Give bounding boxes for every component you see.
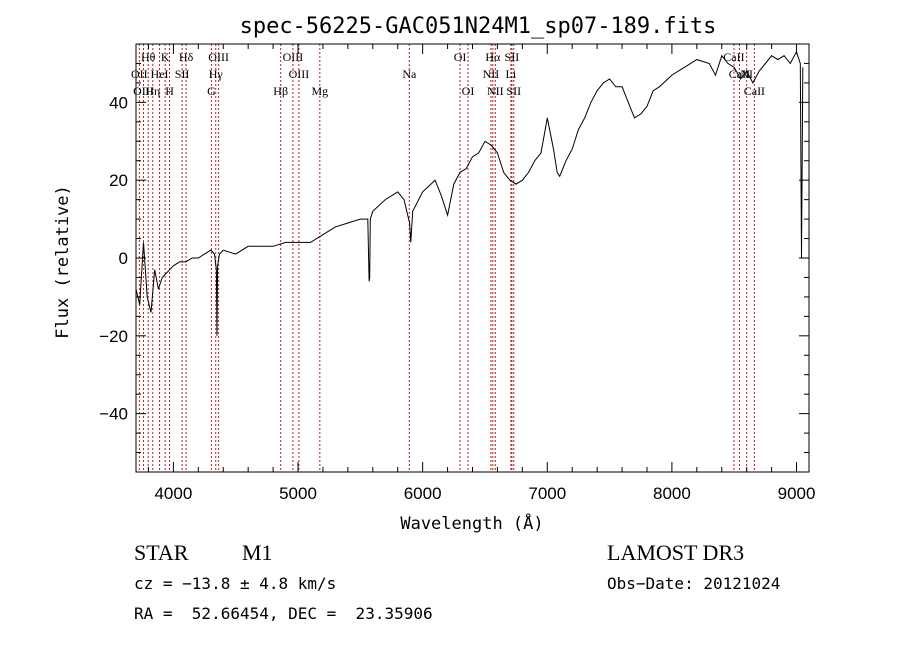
x-tick-label: 9000 — [778, 484, 816, 503]
emission-line-label: Mg — [311, 84, 328, 98]
y-axis-ticks: −40 −20 0 20 40 — [99, 62, 809, 454]
object-type: STAR — [134, 540, 189, 565]
y-tick-label: −40 — [99, 405, 128, 424]
emission-line-label: SII — [506, 84, 521, 98]
x-tick-label: 6000 — [404, 484, 442, 503]
emission-line-label: OIII — [208, 50, 229, 64]
x-tick-label: 5000 — [279, 484, 317, 503]
y-axis-label: Flux (relative) — [53, 185, 73, 339]
emission-line-label: NII — [483, 67, 500, 81]
emission-line-label: Hη — [145, 84, 160, 98]
emission-line-label: OI — [454, 50, 467, 64]
emission-line-label: CaII — [723, 50, 744, 64]
spectrum-series-line — [135, 50, 804, 336]
emission-line-label: NII — [487, 84, 504, 98]
emission-line-label: Hα — [485, 50, 501, 64]
y-tick-label: 40 — [109, 93, 128, 112]
x-tick-label: 4000 — [154, 484, 192, 503]
y-tick-label: 0 — [119, 249, 128, 268]
survey-name: LAMOST DR3 — [607, 540, 745, 565]
emission-line-label: SII — [175, 67, 190, 81]
y-tick-label: 20 — [109, 171, 128, 190]
emission-line-label: Hθ — [141, 50, 156, 64]
emission-line-label: Na — [402, 67, 417, 81]
redshift-velocity: cz = −13.8 ± 4.8 km/s — [134, 574, 337, 593]
emission-line-label: Hδ — [179, 50, 194, 64]
observation-date: Obs−Date: 20121024 — [607, 574, 781, 593]
plot-frame — [135, 43, 810, 473]
emission-line-label: OI — [462, 84, 475, 98]
emission-line-label: Hβ — [273, 84, 288, 98]
emission-line-label: OIII — [133, 84, 154, 98]
emission-line-label: Hγ — [209, 67, 224, 81]
emission-line-label: OII — [131, 67, 148, 81]
object-subclass: M1 — [242, 540, 273, 565]
emission-line-label: OIII — [283, 50, 304, 64]
emission-line-label: G — [207, 84, 216, 98]
emission-line-label: OIII — [289, 67, 310, 81]
x-tick-label: 8000 — [653, 484, 691, 503]
x-tick-label: 7000 — [528, 484, 566, 503]
y-tick-label: −20 — [99, 327, 128, 346]
emission-line-markers — [138, 44, 755, 472]
emission-line-label: HeI — [151, 67, 169, 81]
emission-line-label: CaII — [744, 84, 765, 98]
x-axis-ticks: 4000 5000 6000 7000 8000 9000 — [147, 44, 816, 503]
x-axis-label: Wavelength (Å) — [400, 512, 543, 534]
sky-coordinates: RA = 52.66454, DEC = 23.35906 — [134, 604, 433, 623]
emission-line-label: Li — [506, 67, 517, 81]
chart-title: spec-56225-GAC051N24M1_sp07-189.fits — [240, 14, 717, 39]
emission-line-label: SII — [505, 50, 520, 64]
emission-line-label: CaII — [729, 67, 750, 81]
emission-line-label: K — [161, 50, 170, 64]
emission-line-label: H — [165, 84, 174, 98]
